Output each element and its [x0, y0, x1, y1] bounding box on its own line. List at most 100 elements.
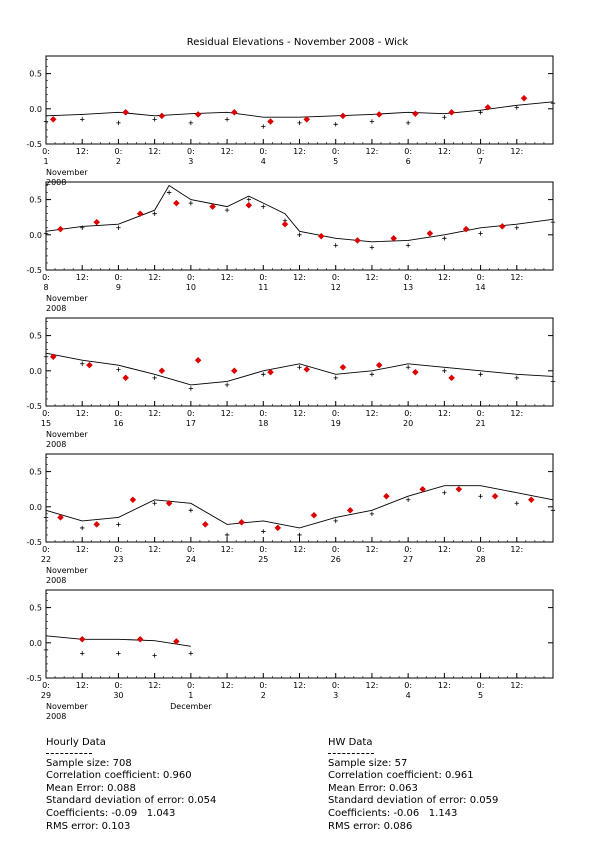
day-label: 24: [186, 555, 196, 564]
x-tick-label: 12:: [148, 273, 161, 282]
observed-point: [333, 122, 338, 127]
hw-point: [49, 116, 57, 123]
observed-point: [261, 372, 266, 377]
x-tick-label: 12:: [510, 681, 523, 690]
hourly-stat-line: RMS error: 0.103: [46, 820, 131, 832]
x-tick-label: 12:: [438, 147, 451, 156]
hw-stat-line: Mean Error: 0.063: [328, 782, 418, 794]
y-tick-label: 0.5: [29, 468, 42, 477]
observed-point: [297, 232, 302, 237]
x-tick-label: 0:: [259, 545, 267, 554]
day-label: 14: [475, 283, 485, 292]
plot-frame: [45, 181, 554, 271]
hw-point: [383, 492, 390, 500]
hourly-stats-heading: Hourly Data: [46, 737, 106, 748]
x-tick-label: 0:: [42, 409, 50, 418]
observed-point: [188, 508, 194, 513]
observed-point: [188, 120, 194, 126]
hw-point: [339, 363, 347, 371]
day-label: 25: [258, 555, 268, 564]
hw-point: [267, 118, 274, 125]
x-tick-label: 12:: [438, 545, 451, 554]
y-tick-label: 0.5: [29, 332, 42, 341]
x-tick-label: 12:: [293, 409, 306, 418]
observed-point: [442, 115, 447, 120]
day-label: 12: [331, 283, 341, 292]
hw-point: [129, 496, 137, 504]
day-label: 7: [478, 157, 483, 166]
x-tick-label: 0:: [477, 273, 485, 282]
observed-point: [224, 117, 230, 122]
x-tick-label: 12:: [365, 681, 378, 690]
x-tick-label: 12:: [148, 409, 161, 418]
hw-point: [57, 514, 64, 521]
y-tick-label: -0.5: [26, 538, 42, 547]
observed-point: [297, 365, 302, 370]
x-tick-label: 12:: [76, 409, 89, 418]
observed-point: [43, 647, 49, 653]
observed-point: [246, 197, 251, 202]
observed-point: [152, 653, 157, 658]
x-tick-label: 0:: [187, 409, 195, 418]
observed-point: [333, 243, 338, 248]
observed-point: [152, 211, 157, 216]
x-tick-label: 12:: [438, 409, 451, 418]
hw-point: [375, 111, 383, 118]
hw-point: [462, 225, 470, 233]
hw-point: [339, 112, 347, 120]
x-tick-label: 0:: [115, 681, 123, 690]
hw-stats-underline: [328, 752, 374, 754]
x-tick-label: 0:: [115, 545, 123, 554]
y-tick-label: 0.5: [29, 196, 42, 205]
x-tick-label: 12:: [293, 147, 306, 156]
day-label: 17: [186, 419, 196, 428]
month-label: November: [46, 702, 88, 711]
x-tick-label: 0:: [332, 273, 340, 282]
hw-point: [412, 368, 419, 376]
x-tick-label: 0:: [187, 545, 195, 554]
observed-point: [43, 515, 49, 520]
observed-point: [224, 207, 230, 213]
month-label: November: [46, 168, 88, 177]
observed-point: [333, 518, 338, 524]
x-tick-label: 12:: [148, 545, 161, 554]
day-label: 3: [333, 691, 338, 700]
day-label: 9: [116, 283, 121, 292]
x-tick-label: 0:: [42, 273, 50, 282]
hw-point: [520, 94, 528, 102]
month-label: November: [46, 566, 88, 575]
hw-point: [230, 367, 238, 375]
hw-point: [498, 222, 506, 230]
hw-point: [194, 111, 202, 118]
observed-point: [514, 501, 519, 506]
hw-point: [390, 234, 398, 242]
hw-point: [317, 232, 325, 240]
hw-point: [448, 374, 455, 382]
hw-stat-line: Coefficients: -0.06 1.143: [328, 807, 458, 819]
x-tick-label: 0:: [404, 681, 412, 690]
x-tick-label: 12:: [221, 147, 234, 156]
day-label: 8: [43, 283, 48, 292]
observed-point: [116, 651, 121, 656]
hw-point: [136, 210, 144, 218]
x-tick-label: 0:: [477, 147, 485, 156]
day-label: 1: [43, 157, 48, 166]
day-label: 21: [475, 419, 485, 428]
x-tick-label: 0:: [332, 681, 340, 690]
y-tick-label: 0.0: [29, 639, 42, 648]
hw-point: [93, 521, 101, 528]
x-tick-label: 0:: [332, 409, 340, 418]
x-tick-label: 0:: [115, 409, 123, 418]
hw-point: [238, 518, 245, 526]
day-label: 13: [403, 283, 413, 292]
y-tick-label: 0.0: [29, 105, 42, 114]
x-tick-label: 12:: [510, 147, 523, 156]
x-tick-label: 12:: [76, 273, 89, 282]
x-tick-label: 0:: [477, 545, 485, 554]
x-tick-label: 12:: [293, 681, 306, 690]
hw-point: [346, 506, 354, 514]
hw-point: [122, 108, 130, 116]
year-label: 2008: [46, 576, 66, 585]
x-tick-label: 0:: [42, 681, 50, 690]
observed-point: [261, 204, 266, 209]
